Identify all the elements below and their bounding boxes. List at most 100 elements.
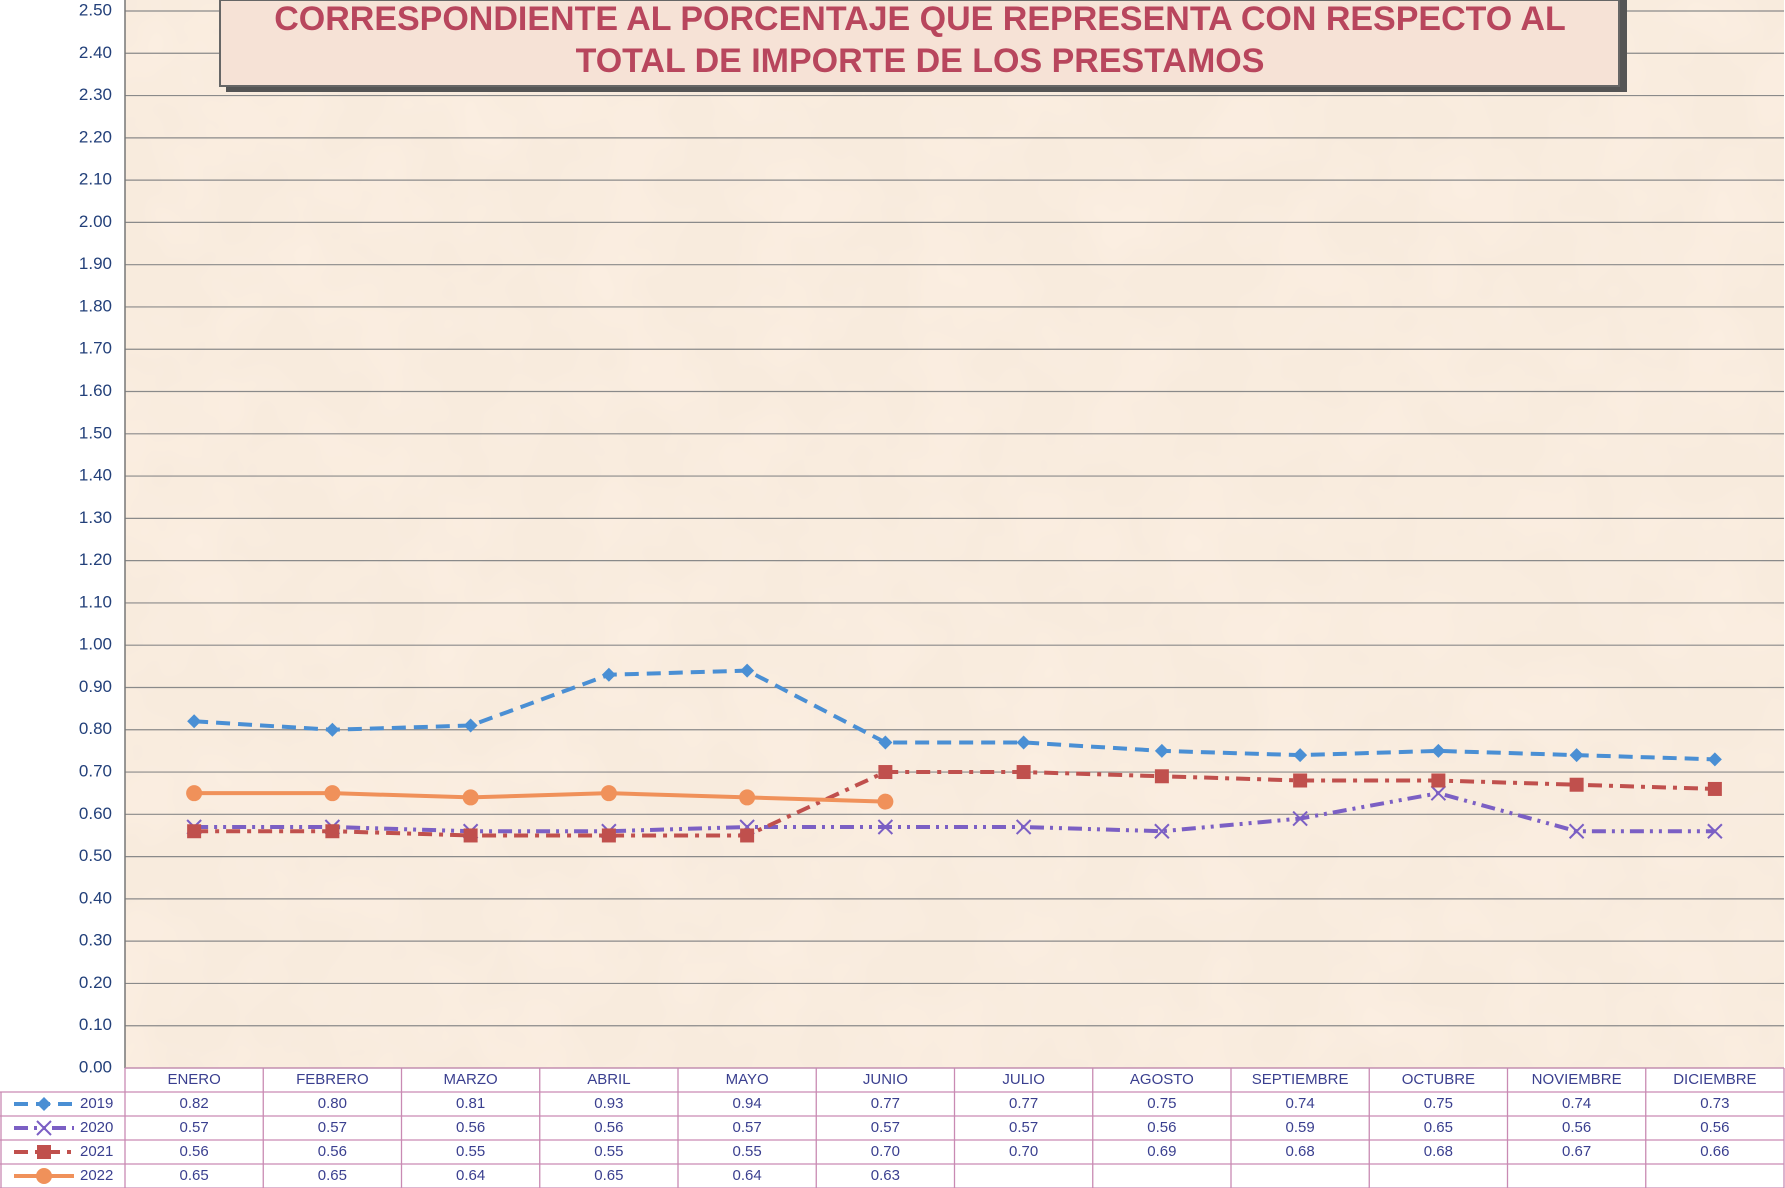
y-tick-label: 1.30 (79, 508, 112, 527)
marker (463, 828, 478, 843)
marker (878, 765, 893, 780)
series-line (194, 668, 1715, 762)
marker (1431, 773, 1446, 788)
table-value: 0.68 (1424, 1143, 1453, 1160)
table-value: 0.73 (1700, 1095, 1729, 1112)
marker (1707, 752, 1722, 767)
marker (37, 1145, 51, 1159)
table-value: 0.55 (733, 1143, 762, 1160)
table-value: 0.65 (180, 1167, 209, 1184)
marker (740, 663, 755, 678)
marker (1016, 765, 1031, 780)
table-value: 0.65 (1424, 1119, 1453, 1136)
y-tick-label: 1.90 (79, 254, 112, 273)
table-value: 0.94 (733, 1095, 762, 1112)
table-value: 0.65 (594, 1167, 623, 1184)
marker (877, 819, 894, 835)
marker (878, 735, 893, 750)
x-tick-label: JULIO (1002, 1071, 1045, 1088)
marker (1569, 777, 1584, 792)
table-value: 0.56 (318, 1143, 347, 1160)
table-value: 0.75 (1424, 1095, 1453, 1112)
marker (187, 824, 202, 839)
table-value: 0.77 (871, 1095, 900, 1112)
table-value: 0.74 (1286, 1095, 1315, 1112)
y-tick-label: 2.00 (79, 212, 112, 231)
marker (325, 824, 340, 839)
y-tick-label: 0.10 (79, 1015, 112, 1034)
y-tick-label: 0.90 (79, 677, 112, 696)
marker (36, 1120, 52, 1136)
table-value: 0.56 (594, 1119, 623, 1136)
marker (1154, 743, 1169, 758)
marker (601, 667, 616, 682)
y-tick-label: 1.70 (79, 339, 112, 358)
x-tick-label: AGOSTO (1130, 1071, 1194, 1088)
y-tick-label: 2.20 (79, 127, 112, 146)
marker (325, 722, 340, 737)
x-tick-label: MARZO (444, 1071, 498, 1088)
y-tick-label: 1.00 (79, 635, 112, 654)
x-tick-label: ENERO (167, 1071, 220, 1088)
table-value: 0.70 (1009, 1143, 1038, 1160)
table-value: 0.81 (456, 1095, 485, 1112)
y-tick-label: 0.60 (79, 804, 112, 823)
y-tick-label: 0.00 (79, 1057, 112, 1076)
marker (1569, 748, 1584, 763)
x-tick-label: FEBRERO (296, 1071, 369, 1088)
y-tick-label: 1.80 (79, 296, 112, 315)
table-value: 0.57 (1009, 1119, 1038, 1136)
y-tick-label: 0.70 (79, 762, 112, 781)
table-value: 0.64 (456, 1167, 485, 1184)
marker (601, 828, 616, 843)
y-tick-label: 1.10 (79, 592, 112, 611)
marker (186, 785, 203, 802)
y-tick-label: 1.60 (79, 381, 112, 400)
table-value: 0.74 (1562, 1095, 1591, 1112)
marker (324, 785, 341, 802)
table-value: 0.68 (1286, 1143, 1315, 1160)
marker (187, 714, 202, 729)
marker (1016, 735, 1031, 750)
series (187, 663, 1722, 767)
table-value: 0.77 (1009, 1095, 1038, 1112)
table-value: 0.56 (1147, 1119, 1176, 1136)
y-tick-label: 2.30 (79, 85, 112, 104)
legend-label: 2022 (80, 1167, 113, 1184)
marker (36, 1168, 52, 1184)
y-tick-label: 0.20 (79, 973, 112, 992)
marker (600, 785, 617, 802)
table-value: 0.59 (1286, 1119, 1315, 1136)
y-tick-label: 2.10 (79, 170, 112, 189)
x-tick-label: DICIEMBRE (1673, 1071, 1756, 1088)
table-value: 0.80 (318, 1095, 347, 1112)
y-tick-label: 1.20 (79, 550, 112, 569)
marker (877, 793, 894, 810)
marker (1568, 823, 1585, 839)
table-value: 0.56 (1700, 1119, 1729, 1136)
y-tick-label: 0.50 (79, 846, 112, 865)
marker (1154, 769, 1169, 784)
series (187, 765, 1722, 843)
marker (740, 828, 755, 843)
y-tick-label: 1.50 (79, 423, 112, 442)
x-tick-label: OCTUBRE (1402, 1071, 1475, 1088)
series-line (194, 791, 886, 804)
table-value: 0.56 (456, 1119, 485, 1136)
marker (462, 789, 479, 806)
table-value: 0.56 (180, 1143, 209, 1160)
y-tick-label: 0.40 (79, 888, 112, 907)
table-value: 0.57 (180, 1119, 209, 1136)
legend-label: 2019 (80, 1095, 113, 1112)
x-tick-label: SEPTIEMBRE (1252, 1071, 1349, 1088)
table-value: 0.55 (594, 1143, 623, 1160)
y-tick-label: 2.40 (79, 43, 112, 62)
y-tick-label: 2.50 (79, 0, 112, 19)
table-value: 0.65 (318, 1167, 347, 1184)
marker (1431, 743, 1446, 758)
plot-texture (125, 0, 1784, 1068)
legend-label: 2020 (80, 1119, 113, 1136)
title-box (219, 0, 1620, 87)
table-value: 0.69 (1147, 1143, 1176, 1160)
